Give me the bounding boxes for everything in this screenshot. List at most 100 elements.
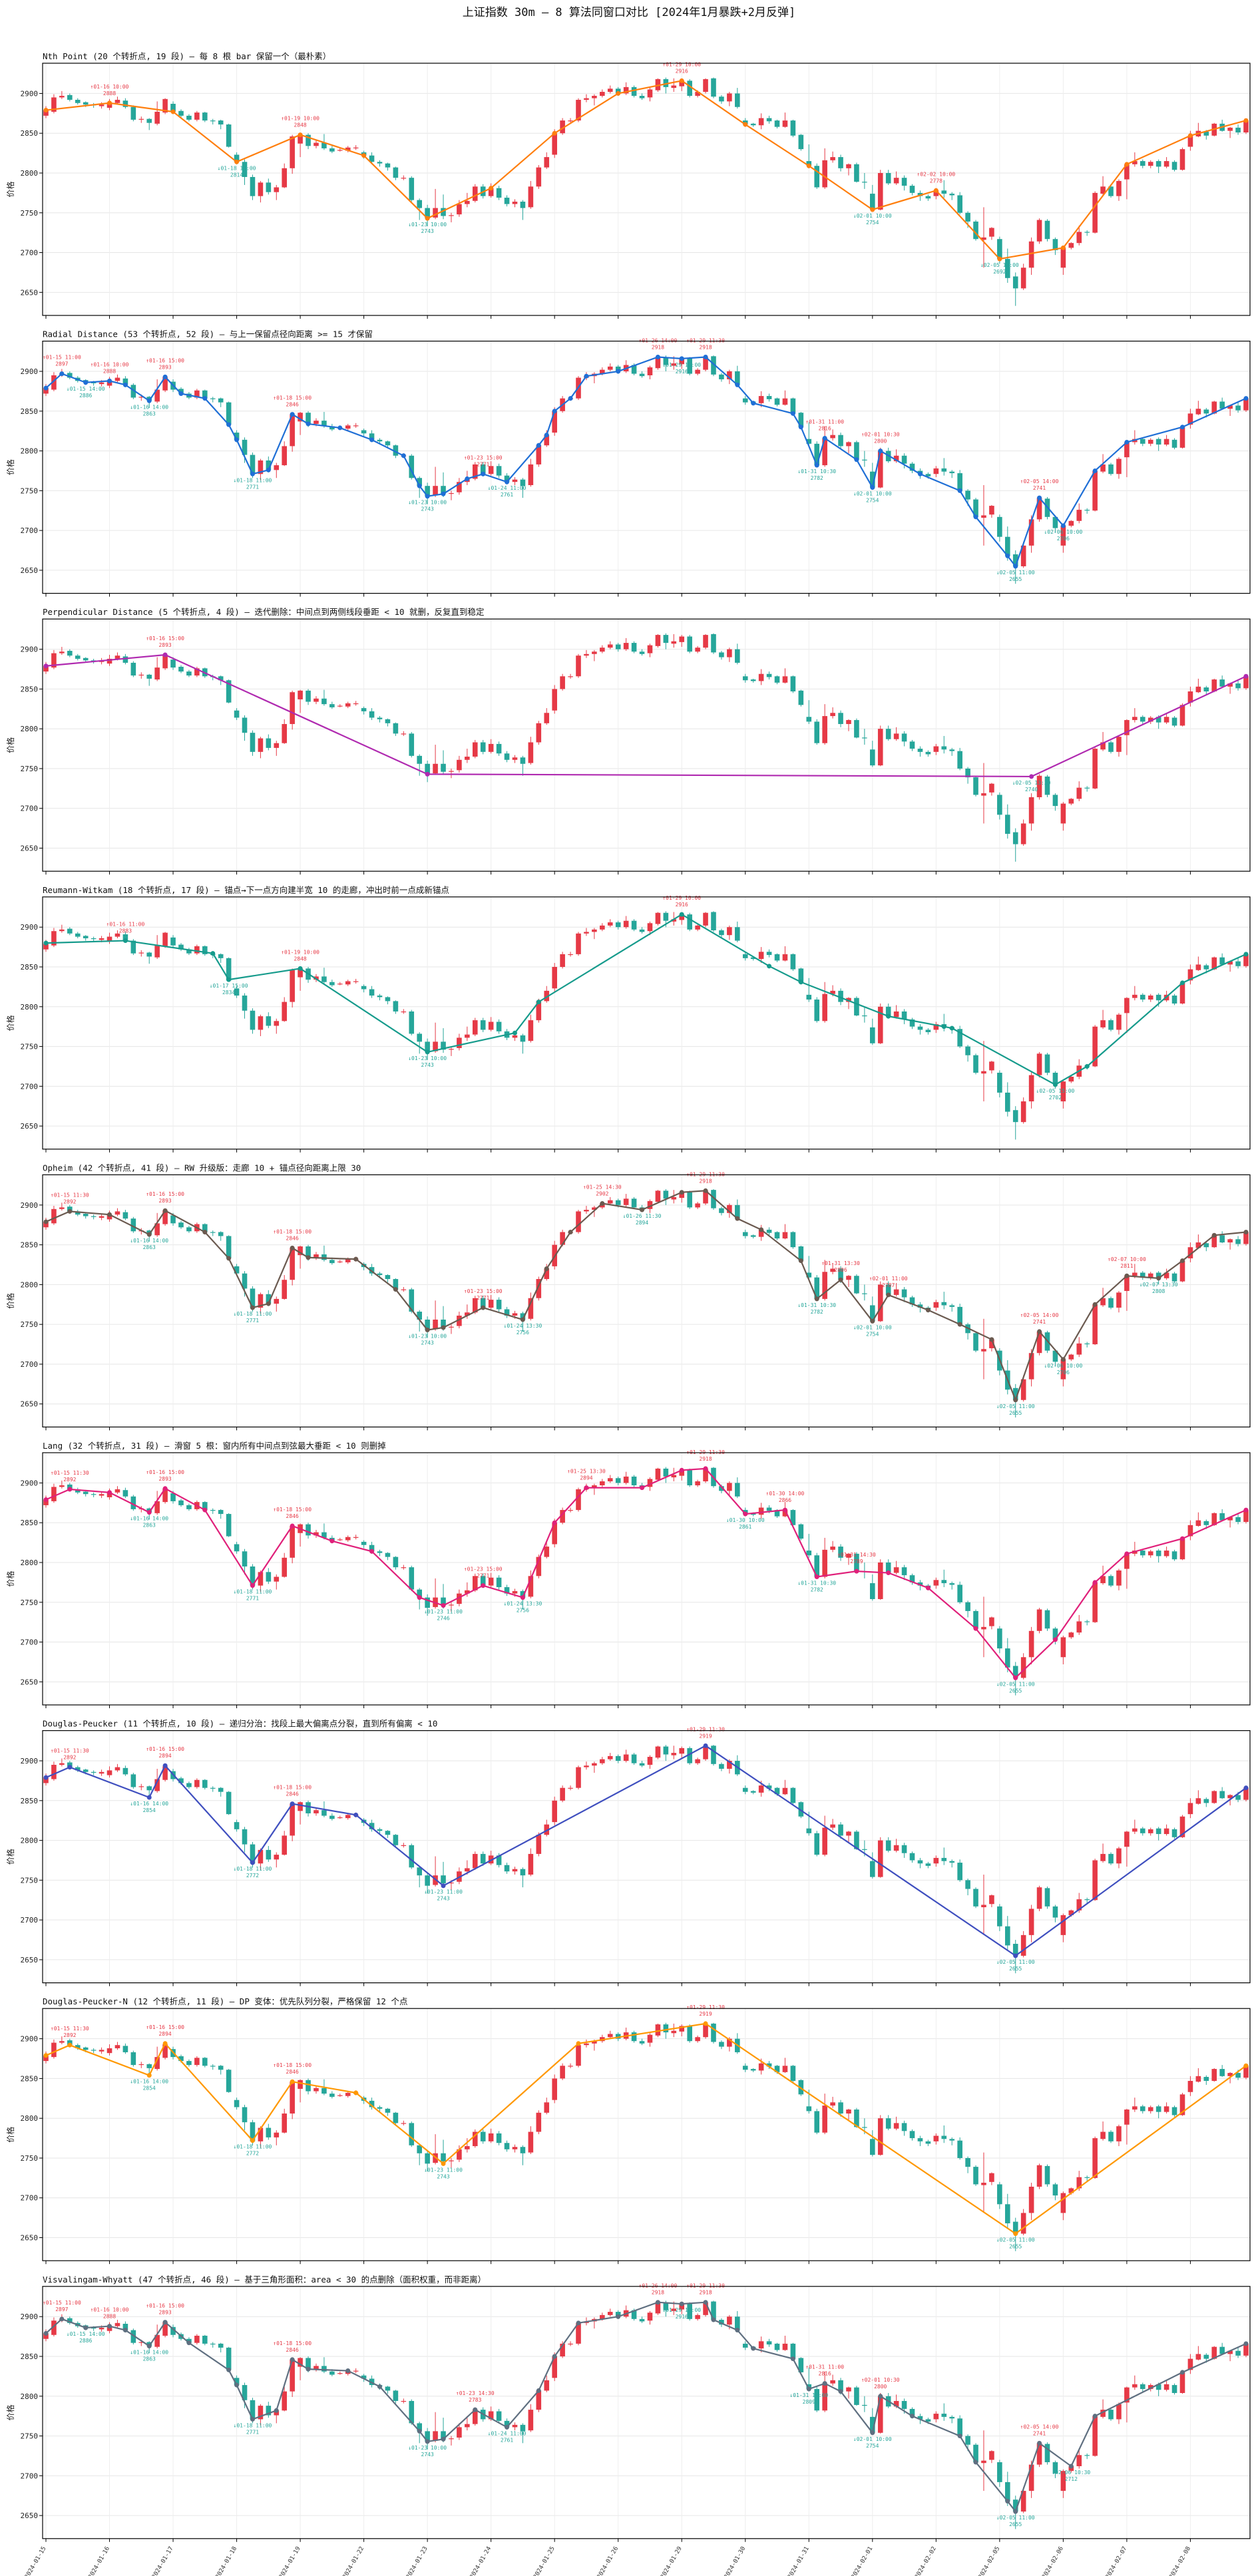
panel-title: Nth Point (20 个转折点, 19 段) — 每 8 根 bar 保留… xyxy=(43,51,331,61)
candle-body xyxy=(488,1577,494,1586)
candle-body xyxy=(798,690,804,705)
candle-body xyxy=(314,1810,319,1813)
candle-body xyxy=(266,2127,272,2137)
candle-body xyxy=(194,668,200,676)
candle-body xyxy=(544,2102,550,2113)
candle-body xyxy=(695,92,700,96)
pivot-line xyxy=(45,1190,1247,1402)
candle-body xyxy=(687,1470,692,1486)
candle xyxy=(544,1541,550,1559)
candle-body xyxy=(893,1289,899,1295)
x-tick-label: 2024-01-29 xyxy=(660,2545,684,2576)
candle xyxy=(600,89,605,98)
candle xyxy=(1004,248,1010,283)
candle xyxy=(75,1210,81,1216)
candle-body xyxy=(607,1755,613,1759)
candle xyxy=(298,134,303,158)
candle xyxy=(512,1867,518,1875)
candle-body xyxy=(1155,1828,1161,1835)
trough-label-price: 2772 xyxy=(246,2151,259,2157)
candles xyxy=(43,2300,1249,2529)
candle-body xyxy=(846,1553,851,1558)
candle-body xyxy=(1187,135,1193,147)
pivot-marker xyxy=(298,966,303,971)
candle-body xyxy=(504,2420,510,2428)
candle xyxy=(51,2039,57,2059)
candle-body xyxy=(75,1489,81,1493)
candle-body xyxy=(655,1468,661,1480)
candle xyxy=(1044,2442,1050,2465)
candle-body xyxy=(1028,1909,1034,1935)
candle xyxy=(965,2156,970,2173)
candle-body xyxy=(1092,192,1098,233)
candle-body xyxy=(122,378,128,385)
candle-body xyxy=(266,1849,272,1860)
candle xyxy=(814,2108,820,2135)
panel-0: Nth Point (20 个转折点, 19 段) — 每 8 根 bar 保留… xyxy=(5,51,1251,319)
candle-body xyxy=(774,2343,780,2350)
candle xyxy=(862,172,867,189)
candle-body xyxy=(695,2314,700,2319)
candle xyxy=(59,1480,65,1489)
candle-body xyxy=(218,120,224,125)
candle xyxy=(1060,1635,1066,1665)
candle-body xyxy=(870,194,875,210)
candle-body xyxy=(949,2416,955,2419)
candle-body xyxy=(75,2045,81,2048)
candle-body xyxy=(615,366,621,372)
candle xyxy=(719,928,724,938)
candle xyxy=(194,1778,200,1789)
candle xyxy=(130,1216,136,1233)
candle-body xyxy=(1060,2471,1066,2491)
candle xyxy=(639,371,645,378)
pivot-marker xyxy=(441,1603,446,1608)
candle-body xyxy=(409,1289,415,1312)
candle-body xyxy=(130,106,136,120)
candle-body xyxy=(790,1510,796,1525)
peak-label-price: 2892 xyxy=(63,2032,76,2038)
candle-body xyxy=(1148,1551,1153,1556)
candle-body xyxy=(130,1496,136,1509)
candle-body xyxy=(51,1487,57,1501)
candle-body xyxy=(202,2335,208,2344)
peak-label-price: 2771 xyxy=(477,1295,489,1301)
candle xyxy=(1076,225,1082,246)
candle xyxy=(687,357,692,376)
candle xyxy=(1060,802,1066,831)
candle-body xyxy=(393,1279,399,1290)
candle xyxy=(806,1533,812,1558)
candle-body xyxy=(122,934,128,941)
candle-body xyxy=(758,118,764,126)
candle-body xyxy=(1012,2499,1018,2512)
candle xyxy=(258,1292,264,1314)
pivot-marker xyxy=(481,1305,486,1310)
pivot-marker xyxy=(917,471,923,476)
candle xyxy=(981,485,986,546)
pivot-marker xyxy=(1156,1276,1161,1281)
candle xyxy=(138,672,144,679)
candle xyxy=(186,669,192,677)
candle-body xyxy=(306,134,311,146)
candle-body xyxy=(925,751,931,755)
candle-body xyxy=(933,190,939,196)
candle xyxy=(59,2036,65,2045)
candle xyxy=(385,2386,391,2394)
candle xyxy=(1068,520,1074,528)
pivot-marker xyxy=(250,471,255,476)
candle-body xyxy=(687,914,692,930)
candle xyxy=(1148,1827,1153,1836)
candle-body xyxy=(1020,545,1026,566)
candle-body xyxy=(67,651,73,656)
candle xyxy=(560,673,565,691)
candle-body xyxy=(226,958,232,981)
candle xyxy=(1116,2402,1122,2424)
candle xyxy=(584,94,589,102)
pivot-marker xyxy=(290,2079,295,2084)
peak-label-price: 2806 xyxy=(834,1267,847,1273)
candle xyxy=(933,1021,939,1033)
candle xyxy=(735,921,740,942)
candle-body xyxy=(480,1576,486,1586)
candle-body xyxy=(425,2431,430,2442)
candle-body xyxy=(1179,149,1185,170)
candle xyxy=(226,401,232,426)
